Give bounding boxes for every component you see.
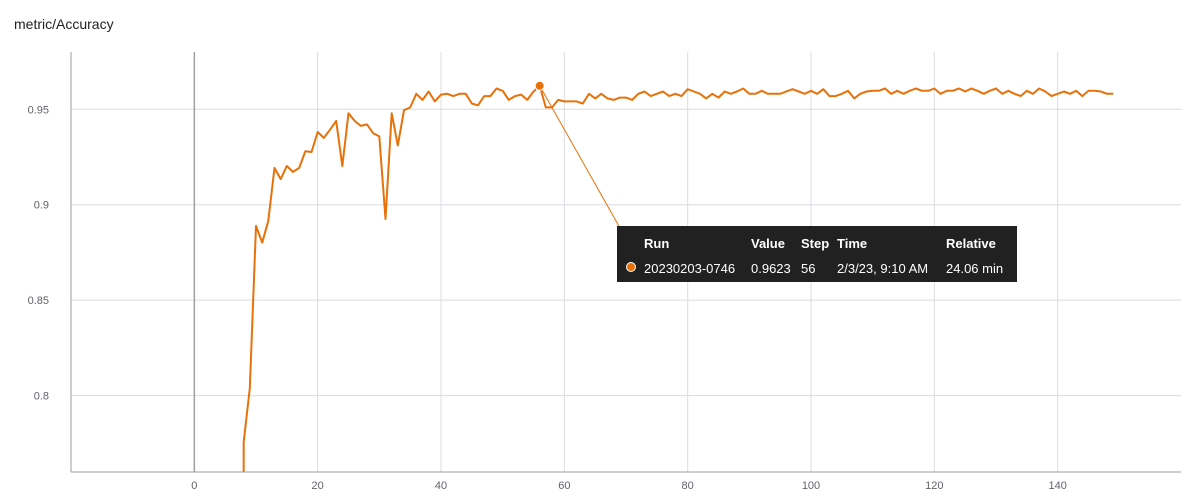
tooltip-header-relative: Relative [946, 236, 996, 251]
series-line [242, 84, 1114, 472]
run-color-icon [626, 262, 636, 272]
x-tick-label: 120 [925, 480, 943, 492]
y-tick-label: 0.85 [28, 295, 49, 307]
y-tick-label: 0.9 [34, 200, 49, 212]
tooltip-header-run: Run [644, 236, 670, 251]
y-tick-label: 0.95 [28, 104, 49, 116]
x-tick-label: 140 [1048, 480, 1066, 492]
tooltip-leader-line [539, 85, 621, 229]
x-tick-label: 0 [191, 480, 197, 492]
x-tick-label: 100 [802, 480, 820, 492]
hover-tooltip: Run Value Step Time Relative 20230203-07… [617, 226, 1017, 282]
chart-title: metric/Accuracy [14, 16, 114, 32]
x-tick-label: 40 [435, 480, 447, 492]
tooltip-time: 2/3/23, 9:10 AM [837, 261, 929, 276]
tooltip-header-time: Time [837, 236, 868, 251]
y-tick-label: 0.8 [34, 391, 49, 403]
tooltip-run-name: 20230203-0746 [644, 261, 736, 276]
tooltip-header-value: Value [751, 236, 785, 251]
tooltip-header-step: Step [801, 236, 830, 251]
tooltip-value: 0.9623 [751, 261, 791, 276]
x-tick-label: 80 [682, 480, 694, 492]
tooltip-relative: 24.06 min [946, 261, 1004, 276]
highlight-point [534, 80, 545, 91]
x-tick-label: 60 [558, 480, 570, 492]
x-tick-label: 20 [312, 480, 324, 492]
tooltip-step: 56 [801, 261, 816, 276]
